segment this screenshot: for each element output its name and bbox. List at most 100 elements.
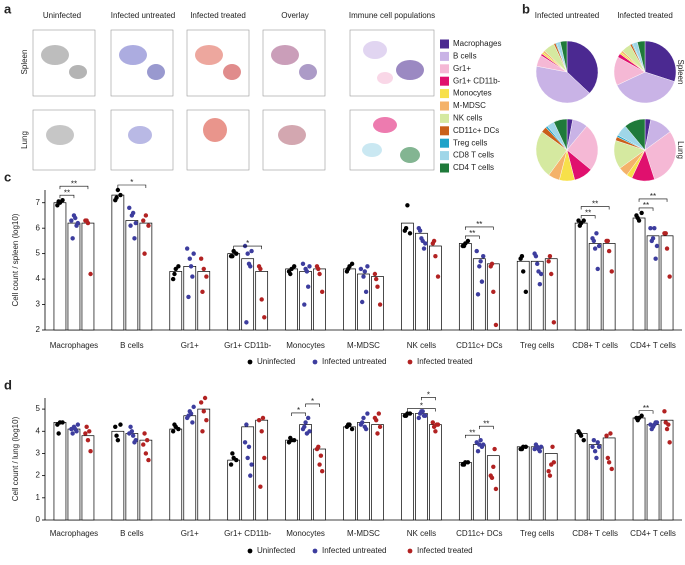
data-point	[461, 243, 467, 249]
data-point	[478, 437, 483, 443]
legend-label: Gr1+ CD11b-	[453, 76, 501, 85]
legend-marker	[312, 548, 318, 554]
data-point	[666, 422, 671, 427]
panel-label: d	[4, 377, 12, 392]
data-point	[609, 466, 614, 472]
bar	[574, 222, 588, 331]
x-tick-label: M-MDSC	[347, 529, 380, 538]
bar	[125, 433, 139, 521]
significance-label: **	[469, 229, 475, 238]
bar	[544, 258, 558, 331]
cluster	[203, 118, 227, 142]
x-tick-label: B cells	[120, 529, 144, 538]
data-point	[127, 205, 132, 211]
y-tick-label: 6	[36, 223, 41, 232]
significance-bracket	[638, 207, 654, 211]
data-point	[591, 238, 597, 244]
significance-bracket	[59, 185, 89, 190]
bar	[285, 268, 298, 331]
legend-label: Uninfected	[257, 546, 295, 555]
data-point	[143, 213, 149, 218]
legend-swatch	[440, 138, 449, 148]
cluster	[362, 143, 382, 157]
data-point	[377, 424, 383, 430]
significance-bracket	[479, 425, 494, 430]
bar	[632, 417, 646, 521]
data-point	[75, 422, 81, 427]
data-point	[538, 271, 544, 277]
data-point	[245, 251, 250, 256]
x-tick-label: Macrophages	[50, 341, 98, 350]
data-point	[172, 271, 177, 277]
legend-swatch	[440, 151, 449, 161]
data-point	[204, 274, 209, 279]
bar	[343, 426, 356, 521]
significance-label: **	[650, 192, 656, 201]
data-point	[230, 451, 235, 456]
data-point	[420, 409, 425, 414]
cluster	[363, 41, 387, 59]
data-point	[362, 424, 367, 430]
x-tick-label: CD4+ T cells	[630, 529, 676, 538]
data-point	[649, 426, 654, 432]
data-point	[128, 223, 133, 228]
data-point	[377, 302, 383, 307]
bar	[125, 220, 139, 331]
data-point	[577, 223, 583, 228]
x-tick-label: Monocytes	[286, 529, 325, 538]
y-tick-label: 4	[36, 274, 41, 283]
data-point	[259, 429, 264, 434]
data-point	[606, 248, 612, 254]
significance-bracket	[291, 412, 306, 416]
data-point	[519, 253, 525, 259]
x-tick-label: CD8+ T cells	[572, 529, 618, 538]
data-point	[262, 315, 267, 320]
data-point	[246, 261, 252, 267]
x-tick-label: B cells	[120, 341, 144, 350]
significance-bracket	[638, 198, 668, 202]
data-point	[319, 289, 325, 295]
plot-box	[110, 29, 174, 97]
data-point	[176, 264, 181, 269]
bar	[53, 202, 67, 331]
bar	[660, 235, 674, 331]
pie-slice	[644, 40, 677, 82]
significance-bracket	[580, 206, 610, 210]
data-point	[191, 404, 196, 410]
data-point	[146, 457, 151, 463]
data-point	[133, 220, 138, 226]
bar	[429, 424, 442, 521]
bar	[357, 422, 370, 521]
data-point	[302, 302, 307, 307]
legend-marker	[247, 359, 253, 365]
data-point	[146, 223, 151, 228]
bar	[227, 253, 241, 331]
bar	[285, 439, 298, 521]
data-point	[550, 444, 555, 449]
bar	[241, 426, 255, 521]
significance-bracket	[233, 245, 262, 250]
data-point	[417, 228, 423, 233]
data-point	[132, 236, 137, 241]
cluster	[128, 126, 152, 144]
bar	[646, 424, 660, 521]
y-axis-label: Cell count / spleen (log10)	[11, 213, 20, 306]
panel-label: b	[522, 1, 530, 16]
legend-label: Macrophages	[453, 39, 501, 48]
row-label: Spleen	[676, 60, 685, 85]
bar	[429, 245, 442, 331]
legend-swatch	[440, 113, 449, 123]
column-label: Infected treated	[190, 11, 246, 20]
plot-box	[262, 29, 326, 97]
legend-label: CD8 T cells	[453, 151, 494, 160]
data-point	[461, 462, 467, 467]
data-point	[592, 449, 598, 454]
column-label: Infected treated	[617, 11, 673, 20]
data-point	[361, 415, 366, 421]
legend-marker	[312, 359, 318, 365]
data-point	[372, 271, 378, 277]
bar	[588, 243, 602, 331]
x-tick-label: M-MDSC	[347, 341, 380, 350]
bar	[111, 430, 125, 521]
significance-bracket	[407, 408, 436, 412]
